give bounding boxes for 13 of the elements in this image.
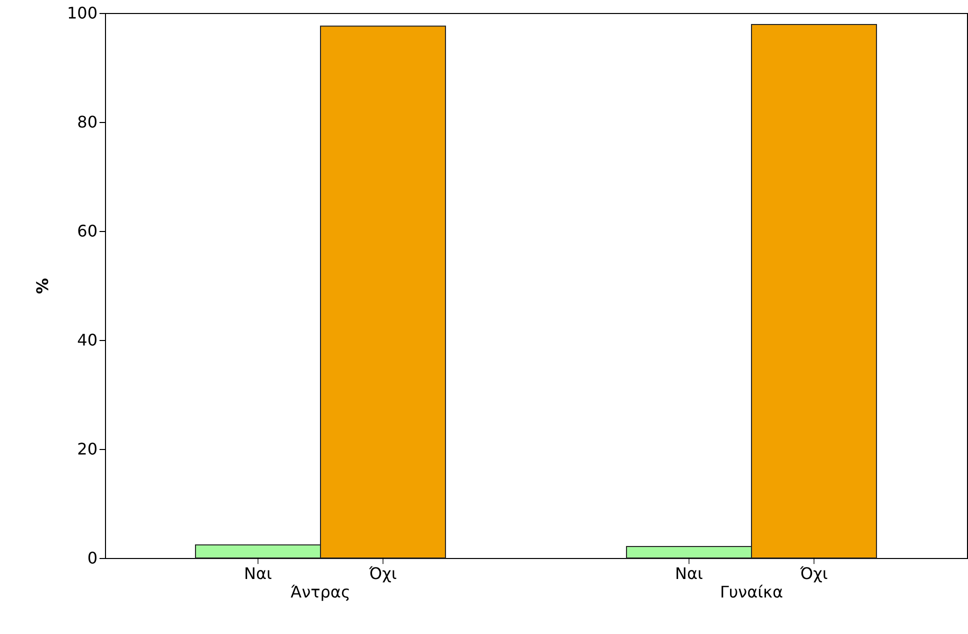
y-tick-label: 20 <box>77 440 98 458</box>
y-axis-title: % <box>32 278 52 294</box>
y-tick-label: 60 <box>77 222 98 240</box>
y-tick-label: 40 <box>77 330 98 350</box>
y-tick-label: 0 <box>87 548 98 568</box>
x-tick-label: Άντρας <box>290 582 350 602</box>
y-tick-label: 100 <box>66 4 98 22</box>
text: Όχι <box>800 564 828 583</box>
text: Ναι <box>675 564 703 583</box>
x-tick-label: Γυναίκα <box>720 582 784 602</box>
series-label: Ναι <box>244 564 272 583</box>
y-tick-label: 80 <box>77 112 98 132</box>
series-label: Όχι <box>368 564 397 583</box>
